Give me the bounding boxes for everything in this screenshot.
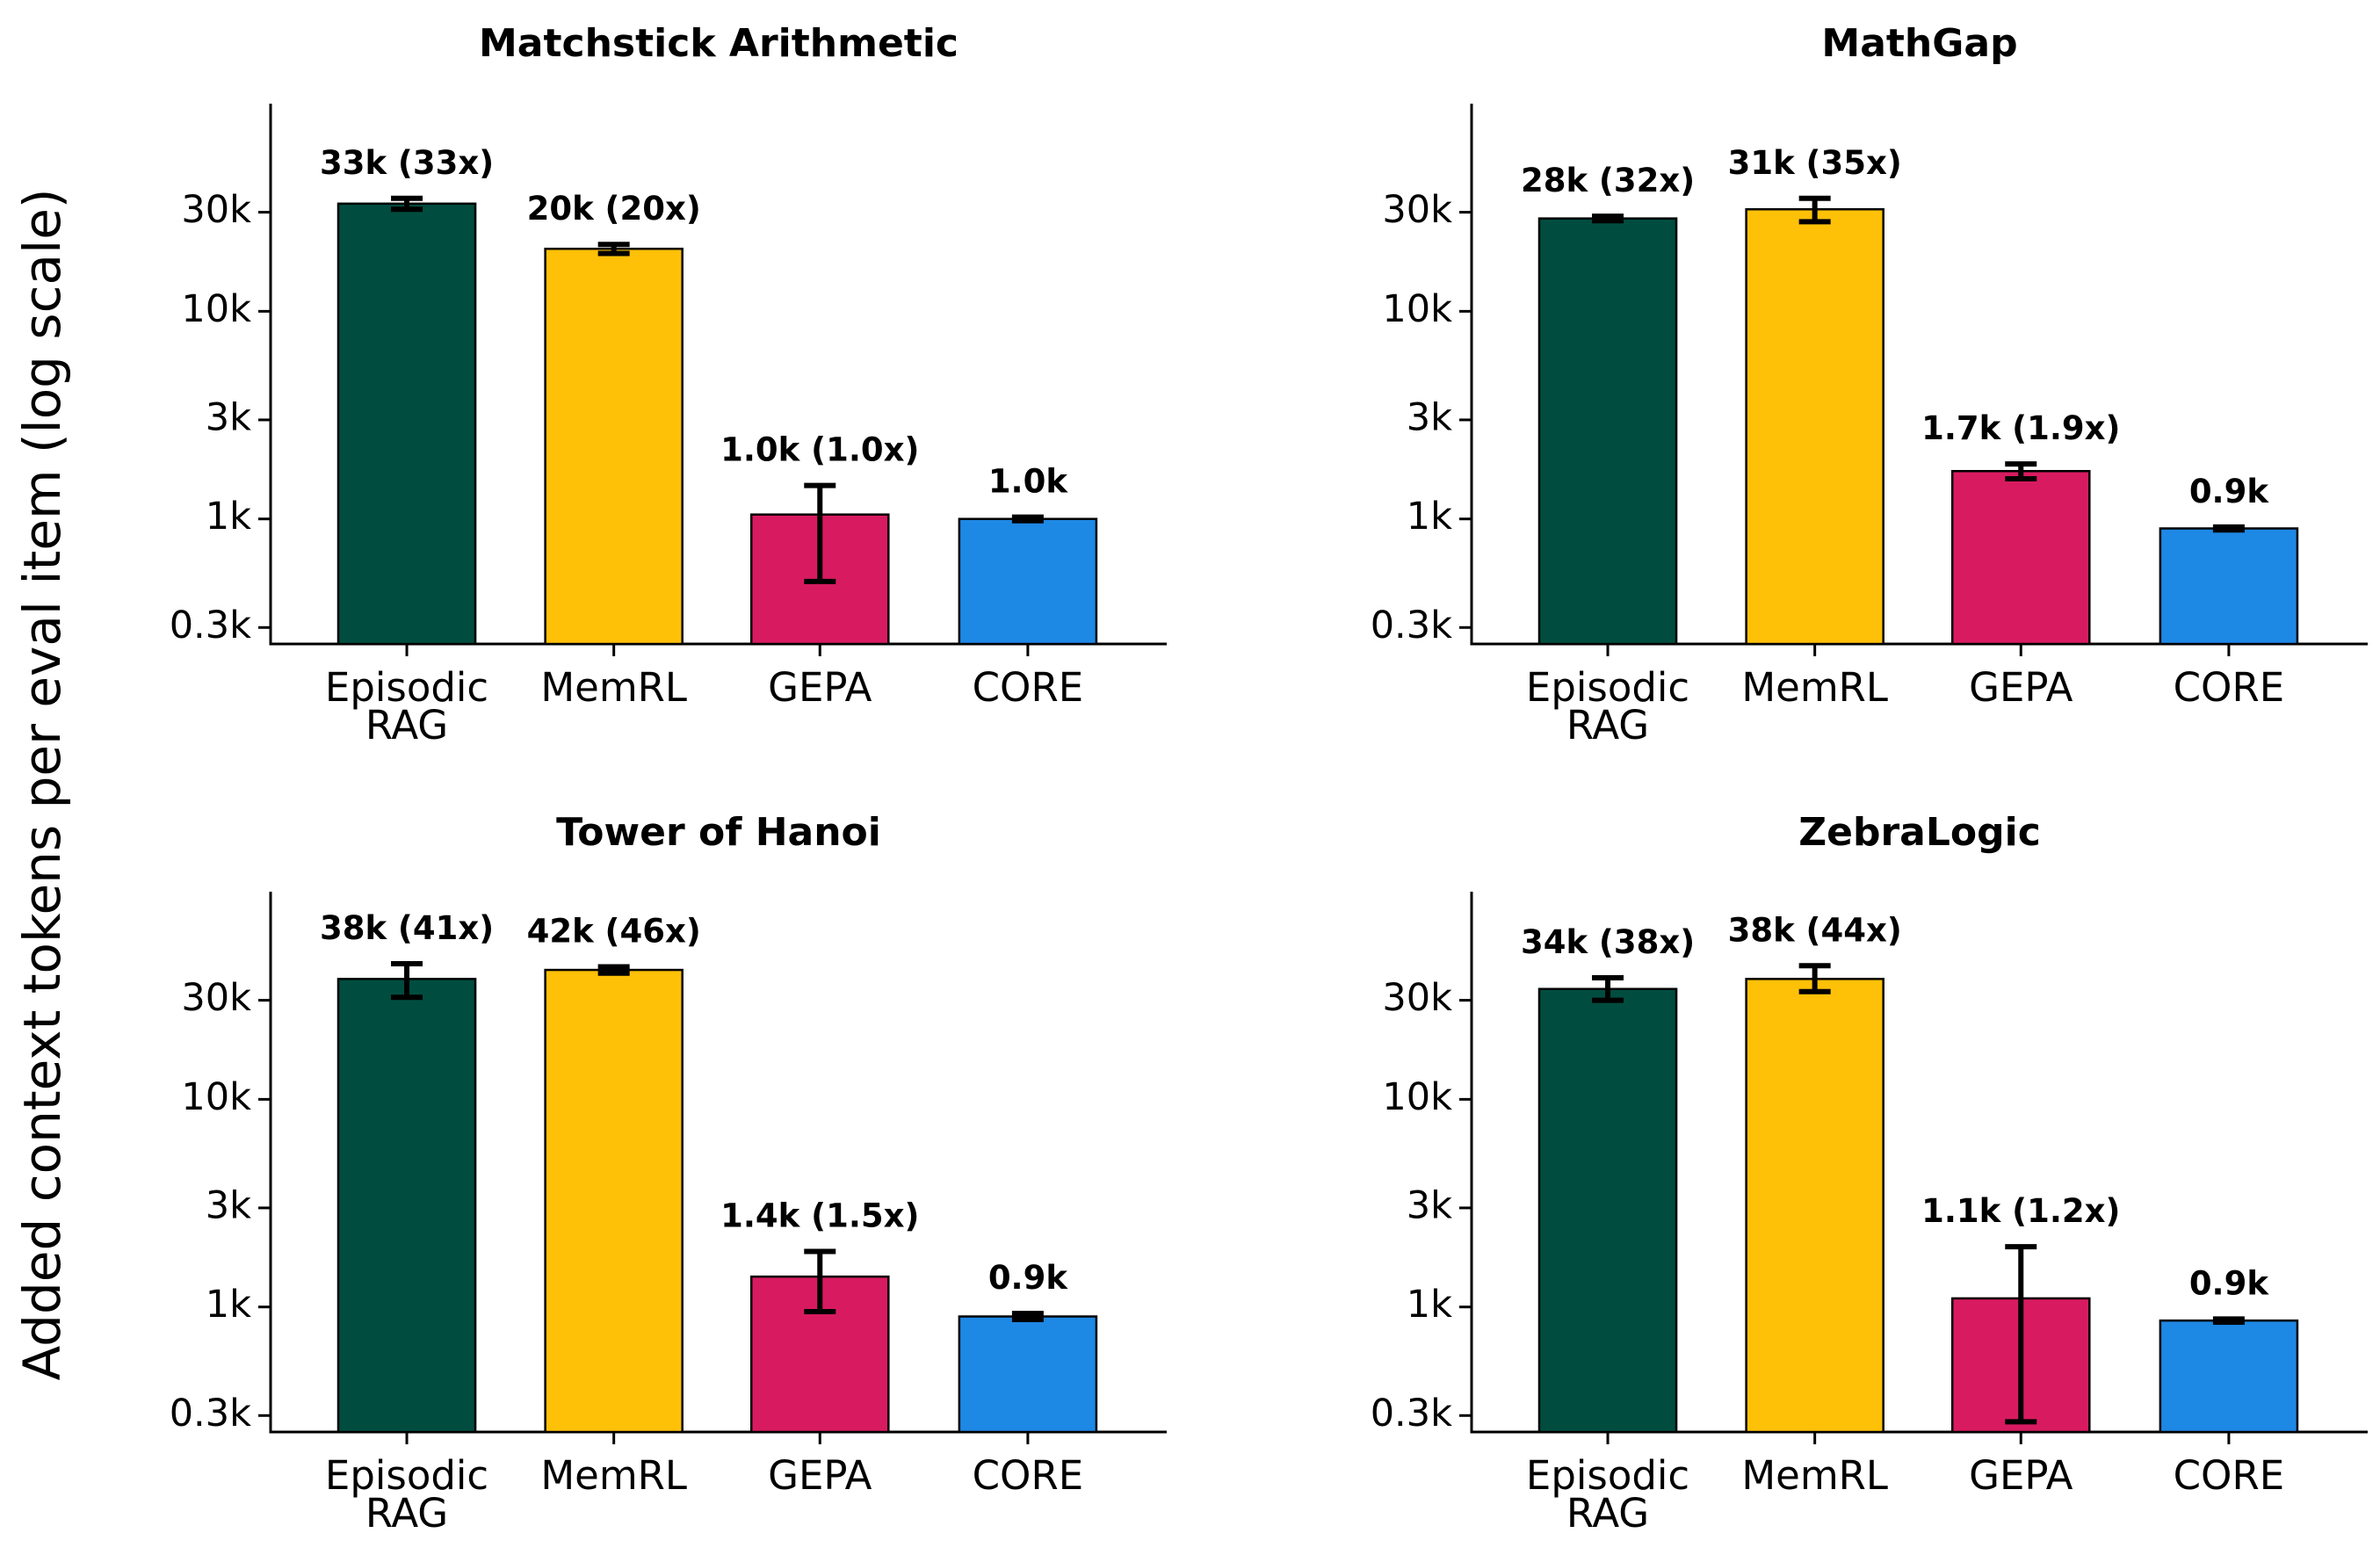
x-tick-label-gepa: GEPA xyxy=(1969,1452,2073,1499)
error-bar-memrl xyxy=(597,242,630,257)
panel-mathgap: MathGap 0.3k 1k 3k 10k 30k 28k (32x) EpisodicRA… xyxy=(1371,21,2368,748)
value-label-gepa: 1.4k (1.5x) xyxy=(720,1197,919,1235)
value-label-memrl: 20k (20x) xyxy=(527,190,701,228)
y-tick-label: 0.3k xyxy=(1371,1392,1452,1435)
value-label-gepa: 1.1k (1.2x) xyxy=(1921,1192,2120,1230)
y-tick-label: 30k xyxy=(181,188,251,232)
value-label-memrl: 31k (35x) xyxy=(1728,144,1902,182)
x-tick-label-memrl: MemRL xyxy=(1741,664,1888,711)
value-label-gepa: 1.0k (1.0x) xyxy=(720,431,919,469)
panel-tower-of-hanoi: Tower of Hanoi 0.3k 1k 3k 10k 30k 38k (41x) Epi… xyxy=(170,810,1167,1537)
x-tick-label-episodic-rag: Episodic xyxy=(325,664,488,711)
value-label-core: 0.9k xyxy=(988,1259,1069,1297)
y-tick-label: 10k xyxy=(1382,1075,1452,1119)
y-tick-label: 30k xyxy=(181,976,251,1020)
error-bar-core xyxy=(2212,1316,2245,1325)
y-tick-label: 0.3k xyxy=(1371,604,1452,647)
x-tick-label-gepa: GEPA xyxy=(1969,664,2073,711)
value-label-memrl: 42k (46x) xyxy=(527,912,701,950)
value-label-core: 1.0k xyxy=(988,463,1069,501)
x-tick-label-core: CORE xyxy=(973,664,1084,711)
bar-gepa xyxy=(1950,469,2091,646)
x-tick-label-episodic-rag: Episodic xyxy=(325,1452,488,1499)
bar-episodic-rag xyxy=(336,978,477,1434)
bar-core xyxy=(2159,1319,2299,1434)
x-tick-label-episodic-rag: Episodic xyxy=(1526,664,1689,711)
x-tick-label-episodic-rag: RAG xyxy=(365,1490,448,1537)
panel-matchstick-arithmetic: Matchstick Arithmetic 0.3k 1k 3k 10k 30k 33k (… xyxy=(170,21,1167,748)
value-label-episodic-rag: 38k (41x) xyxy=(320,909,494,947)
panel-title: Matchstick Arithmetic xyxy=(479,21,959,66)
x-tick-label-episodic-rag: RAG xyxy=(1566,702,1649,748)
y-tick-label: 3k xyxy=(206,395,251,439)
y-tick-label: 1k xyxy=(206,1283,251,1327)
panel-title: ZebraLogic xyxy=(1798,810,2041,855)
error-bar-episodic-rag xyxy=(391,960,423,1001)
y-tick-label: 10k xyxy=(1382,287,1452,331)
y-tick-label: 10k xyxy=(181,287,251,331)
value-label-episodic-rag: 28k (32x) xyxy=(1521,162,1695,199)
panel-title: Tower of Hanoi xyxy=(556,810,881,855)
x-tick-label-gepa: GEPA xyxy=(768,664,872,711)
x-tick-label-episodic-rag: RAG xyxy=(1566,1490,1649,1537)
value-label-core: 0.9k xyxy=(2189,473,2270,510)
panel-title: MathGap xyxy=(1821,21,2017,66)
error-bar-episodic-rag xyxy=(1592,213,1624,224)
bar-memrl xyxy=(544,247,684,646)
x-tick-label-core: CORE xyxy=(2174,1452,2285,1499)
x-tick-label-memrl: MemRL xyxy=(1741,1452,1888,1499)
y-tick-label: 3k xyxy=(1407,395,1452,439)
bar-memrl xyxy=(544,968,684,1434)
error-bar-memrl xyxy=(597,964,630,976)
error-bar-memrl xyxy=(1798,195,1831,225)
error-bar-gepa xyxy=(804,1248,836,1314)
y-tick-label: 1k xyxy=(206,495,251,539)
error-bar-gepa xyxy=(804,482,836,584)
panel-zebralogic: ZebraLogic 0.3k 1k 3k 10k 30k 34k (38x) Episodi… xyxy=(1371,810,2368,1537)
y-tick-label: 10k xyxy=(181,1075,251,1119)
error-bar-episodic-rag xyxy=(1592,974,1624,1003)
error-bar-core xyxy=(2212,524,2245,533)
error-bar-gepa xyxy=(2005,1244,2037,1425)
error-bar-core xyxy=(1011,1311,1044,1322)
x-tick-label-core: CORE xyxy=(973,1452,1084,1499)
x-tick-label-episodic-rag: RAG xyxy=(365,702,448,748)
bar-memrl xyxy=(1745,978,1884,1434)
y-tick-label: 0.3k xyxy=(170,604,251,647)
value-label-gepa: 1.7k (1.9x) xyxy=(1921,409,2120,447)
global-y-axis-label: Added context tokens per eval item (log … xyxy=(12,188,72,1380)
y-tick-label: 30k xyxy=(1382,188,1452,232)
bar-episodic-rag xyxy=(336,202,477,646)
x-tick-label-core: CORE xyxy=(2174,664,2285,711)
bar-memrl xyxy=(1745,207,1884,646)
x-tick-label-memrl: MemRL xyxy=(540,1452,687,1499)
value-label-episodic-rag: 33k (33x) xyxy=(320,144,494,182)
value-label-memrl: 38k (44x) xyxy=(1728,911,1902,949)
error-bar-core xyxy=(1011,514,1044,524)
y-tick-label: 1k xyxy=(1407,495,1452,539)
bar-core xyxy=(2159,527,2299,646)
bar-episodic-rag xyxy=(1537,217,1678,646)
x-tick-label-gepa: GEPA xyxy=(768,1452,872,1499)
bar-episodic-rag xyxy=(1537,987,1678,1434)
y-tick-label: 3k xyxy=(206,1183,251,1227)
x-tick-label-memrl: MemRL xyxy=(540,664,687,711)
bar-core xyxy=(958,1315,1098,1434)
error-bar-gepa xyxy=(2005,461,2037,482)
value-label-core: 0.9k xyxy=(2189,1264,2270,1302)
panels: Matchstick Arithmetic 0.3k 1k 3k 10k 30k 33k (… xyxy=(170,21,2368,1537)
error-bar-memrl xyxy=(1798,963,1831,994)
y-tick-label: 1k xyxy=(1407,1283,1452,1327)
y-tick-label: 0.3k xyxy=(170,1392,251,1435)
x-tick-label-episodic-rag: Episodic xyxy=(1526,1452,1689,1499)
y-tick-label: 30k xyxy=(1382,976,1452,1020)
value-label-episodic-rag: 34k (38x) xyxy=(1521,923,1695,961)
y-tick-label: 3k xyxy=(1407,1183,1452,1227)
error-bar-episodic-rag xyxy=(391,195,423,213)
bar-core xyxy=(958,517,1098,646)
